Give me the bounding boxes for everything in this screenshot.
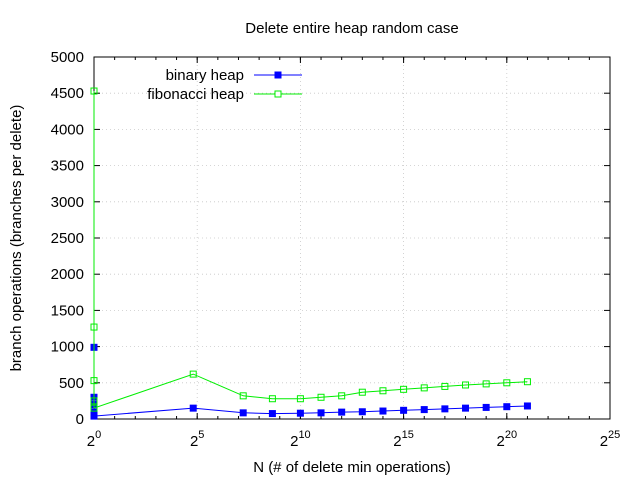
x-tick-label: 220 xyxy=(497,429,518,450)
x-tick-label: 215 xyxy=(393,429,414,450)
plot-frame xyxy=(93,56,611,420)
data-point xyxy=(420,384,428,392)
data-point xyxy=(420,406,428,414)
chart-title: Delete entire heap random case xyxy=(245,20,458,37)
grid-lines xyxy=(94,57,610,419)
legend: binary heap fibonacci heap xyxy=(147,67,302,103)
y-tick-label: 500 xyxy=(59,375,84,392)
y-tick-label: 3000 xyxy=(51,194,84,211)
x-axis-ticks: 20 25 210 215 220 225 xyxy=(87,57,621,450)
data-point xyxy=(317,393,325,401)
data-point xyxy=(189,404,197,412)
y-tick-label: 4000 xyxy=(51,121,84,138)
data-point xyxy=(462,381,470,389)
data-point xyxy=(90,397,98,405)
data-point xyxy=(90,323,98,331)
data-point xyxy=(90,404,98,412)
data-point xyxy=(239,392,247,400)
legend-marker xyxy=(274,71,282,79)
y-tick-label: 1000 xyxy=(51,339,84,356)
legend-marker xyxy=(274,90,282,98)
x-tick-label: 225 xyxy=(600,429,621,450)
data-point xyxy=(379,407,387,415)
y-tick-label: 5000 xyxy=(51,49,84,66)
data-point xyxy=(268,410,276,418)
data-point xyxy=(90,87,98,95)
data-point xyxy=(296,395,304,403)
data-point xyxy=(317,409,325,417)
series-layer xyxy=(90,87,531,420)
data-point xyxy=(239,409,247,417)
y-tick-label: 1500 xyxy=(51,302,84,319)
data-point xyxy=(441,382,449,390)
data-point xyxy=(268,395,276,403)
data-point xyxy=(482,403,490,411)
data-point xyxy=(523,402,531,410)
y-tick-label: 0 xyxy=(76,411,84,428)
series-line xyxy=(93,91,528,409)
y-axis-ticks: 0 500 1000 1500 2000 2500 3000 3500 4000 4500 5000 xyxy=(51,49,610,428)
data-point xyxy=(189,370,197,378)
data-point xyxy=(379,387,387,395)
x-tick-label: 25 xyxy=(190,429,204,450)
data-point xyxy=(523,378,531,386)
x-axis-label: N (# of delete min operations) xyxy=(253,459,451,476)
x-tick-label: 20 xyxy=(87,429,101,450)
y-axis-label: branch operations (branches per delete) xyxy=(8,105,25,372)
y-tick-label: 2000 xyxy=(51,266,84,283)
data-point xyxy=(90,377,98,385)
data-point xyxy=(358,388,366,396)
data-point xyxy=(441,405,449,413)
data-point xyxy=(296,409,304,417)
series-fibonacci-heap xyxy=(90,87,531,412)
data-point xyxy=(482,380,490,388)
data-point xyxy=(503,403,511,411)
data-point xyxy=(503,379,511,387)
data-point xyxy=(90,412,98,420)
legend-label: binary heap xyxy=(166,67,244,84)
legend-label: fibonacci heap xyxy=(147,86,244,103)
data-point xyxy=(462,404,470,412)
data-point xyxy=(400,385,408,393)
x-tick-label: 210 xyxy=(290,429,311,450)
data-point xyxy=(338,392,346,400)
y-tick-label: 4500 xyxy=(51,85,84,102)
data-point xyxy=(358,408,366,416)
data-point xyxy=(400,406,408,414)
data-point xyxy=(338,408,346,416)
y-tick-label: 2500 xyxy=(51,230,84,247)
y-tick-label: 3500 xyxy=(51,158,84,175)
